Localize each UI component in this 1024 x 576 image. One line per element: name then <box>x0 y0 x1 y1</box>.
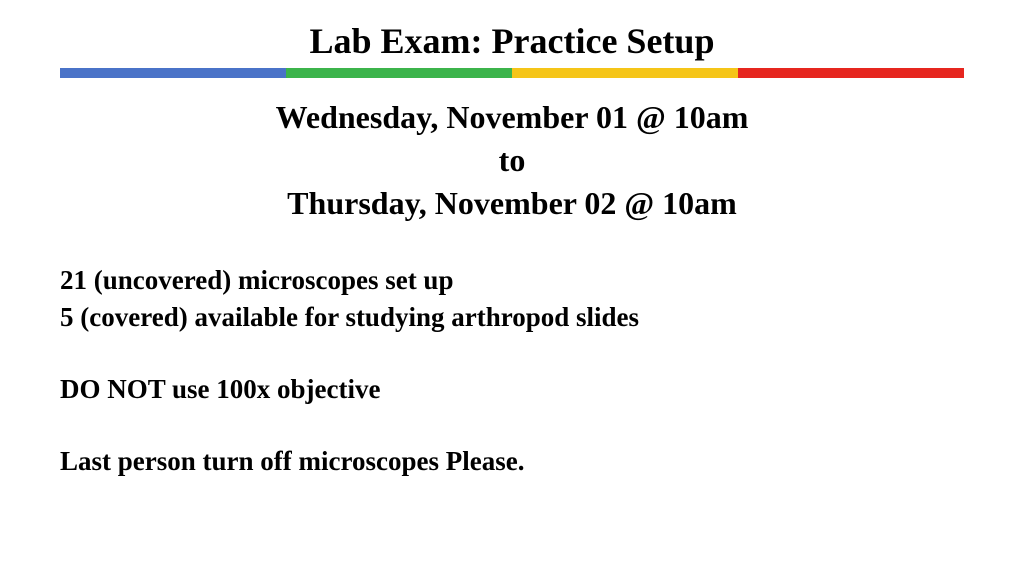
spacer <box>60 337 964 371</box>
date-to: to <box>60 139 964 182</box>
body-line-4: Last person turn off microscopes Please. <box>60 443 964 481</box>
bar-segment-green <box>286 68 512 78</box>
date-range-block: Wednesday, November 01 @ 10am to Thursda… <box>60 96 964 226</box>
body-text-block: 21 (uncovered) microscopes set up 5 (cov… <box>60 262 964 481</box>
date-start: Wednesday, November 01 @ 10am <box>60 96 964 139</box>
slide-container: Lab Exam: Practice Setup Wednesday, Nove… <box>0 0 1024 576</box>
bar-segment-yellow <box>512 68 738 78</box>
spacer <box>60 409 964 443</box>
date-end: Thursday, November 02 @ 10am <box>60 182 964 225</box>
bar-segment-red <box>738 68 964 78</box>
slide-title: Lab Exam: Practice Setup <box>60 20 964 62</box>
body-line-1: 21 (uncovered) microscopes set up <box>60 262 964 300</box>
bar-segment-blue <box>60 68 286 78</box>
body-line-2: 5 (covered) available for studying arthr… <box>60 299 964 337</box>
divider-color-bar <box>60 68 964 78</box>
body-line-3: DO NOT use 100x objective <box>60 371 964 409</box>
